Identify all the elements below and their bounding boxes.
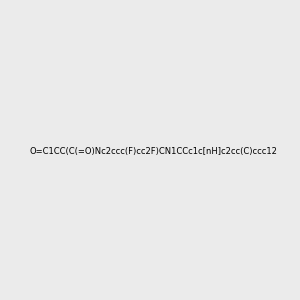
Text: O=C1CC(C(=O)Nc2ccc(F)cc2F)CN1CCc1c[nH]c2cc(C)ccc12: O=C1CC(C(=O)Nc2ccc(F)cc2F)CN1CCc1c[nH]c2…	[30, 147, 278, 156]
